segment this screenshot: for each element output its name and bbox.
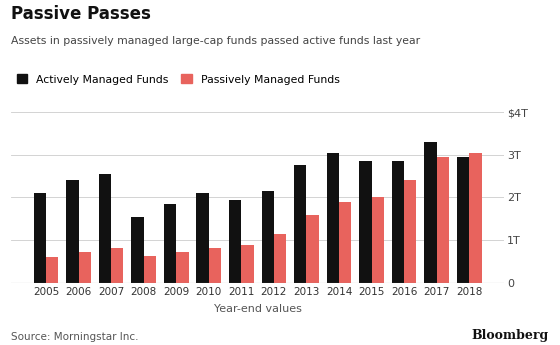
Bar <box>339 202 351 283</box>
Bar <box>176 252 189 283</box>
Bar <box>111 248 123 283</box>
Bar <box>424 142 437 283</box>
Bar <box>294 166 306 283</box>
Bar <box>66 180 78 283</box>
Text: Assets in passively managed large-cap funds passed active funds last year: Assets in passively managed large-cap fu… <box>11 36 421 46</box>
Bar <box>392 161 404 283</box>
Bar <box>46 257 58 283</box>
Text: Source: Morningstar Inc.: Source: Morningstar Inc. <box>11 332 139 342</box>
Bar <box>131 217 144 283</box>
Bar <box>371 197 384 283</box>
Bar <box>274 234 286 283</box>
Bar <box>326 152 339 283</box>
Bar <box>99 174 111 283</box>
Bar <box>78 252 91 283</box>
Bar <box>241 245 254 283</box>
Bar <box>144 256 156 283</box>
Bar <box>209 248 221 283</box>
Bar <box>437 157 449 283</box>
Bar <box>469 152 482 283</box>
Legend: Actively Managed Funds, Passively Managed Funds: Actively Managed Funds, Passively Manage… <box>17 75 340 85</box>
X-axis label: Year-end values: Year-end values <box>214 304 301 314</box>
Bar <box>404 180 417 283</box>
Bar <box>229 200 241 283</box>
Bar <box>197 193 209 283</box>
Bar <box>306 215 319 283</box>
Bar <box>34 193 46 283</box>
Bar <box>164 204 176 283</box>
Text: Bloomberg: Bloomberg <box>472 328 549 342</box>
Bar <box>457 157 469 283</box>
Bar <box>262 191 274 283</box>
Text: Passive Passes: Passive Passes <box>11 5 151 23</box>
Bar <box>359 161 371 283</box>
